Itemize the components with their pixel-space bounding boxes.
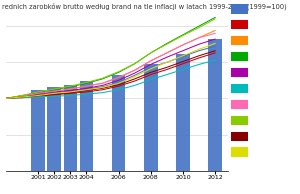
Bar (176, 54, 190, 171)
Bar (64, 85, 77, 171)
Bar (80, 81, 93, 171)
Bar (47, 87, 61, 171)
Bar (144, 64, 158, 171)
Text: rednich zarobków brutto według brand na tle inflacji w latach 1999-2012 (1999=10: rednich zarobków brutto według brand na … (2, 3, 286, 10)
Bar (31, 90, 45, 171)
Bar (112, 74, 125, 171)
Bar (208, 39, 222, 171)
